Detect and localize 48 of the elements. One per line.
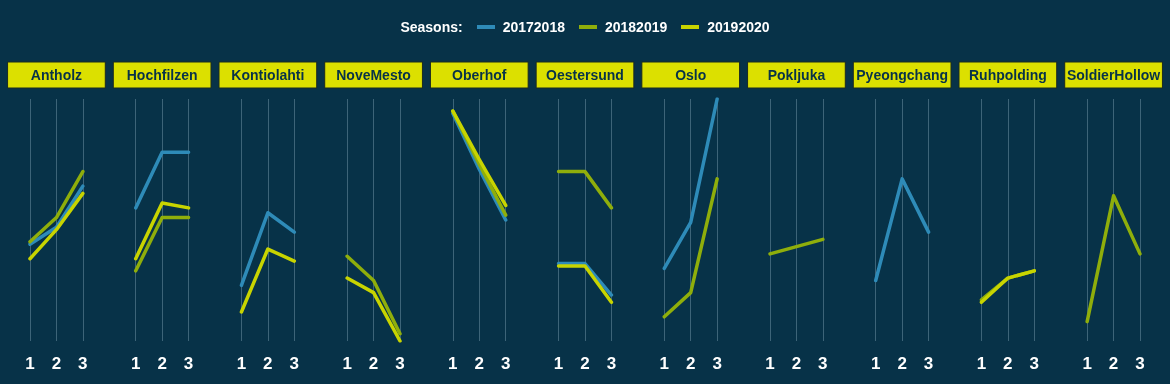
x-tick-label: 1 bbox=[870, 354, 881, 373]
text: Oberhof bbox=[452, 67, 507, 83]
x-tick-label: 1 bbox=[1082, 354, 1092, 373]
x-tick-label: 3 bbox=[1135, 354, 1145, 373]
x-tick-label: 1 bbox=[659, 354, 670, 373]
legend-title: Seasons: bbox=[400, 19, 463, 35]
x-tick-label: 2 bbox=[474, 354, 485, 373]
x-tick-label: 2 bbox=[897, 354, 907, 373]
x-tick-label: 2 bbox=[368, 354, 379, 373]
x-tick-label: 3 bbox=[1029, 354, 1040, 373]
x-tick-label: 3 bbox=[818, 354, 828, 373]
x-tick-label: 3 bbox=[78, 354, 88, 373]
x-tick-label: 2 bbox=[157, 354, 167, 373]
legend-label: 20192020 bbox=[707, 19, 770, 35]
x-tick-label: 1 bbox=[976, 354, 987, 373]
text: Kontiolahti bbox=[231, 67, 305, 83]
x-tick-label: 3 bbox=[606, 354, 617, 373]
legend-label: 20182019 bbox=[604, 19, 668, 35]
x-tick-label: 1 bbox=[553, 354, 564, 373]
text: NoveMesto bbox=[336, 67, 411, 83]
x-tick-label: 2 bbox=[51, 354, 62, 373]
text: Pokljuka bbox=[767, 67, 826, 83]
x-tick-label: 2 bbox=[791, 354, 802, 373]
text: Antholz bbox=[30, 67, 83, 83]
x-tick-label: 3 bbox=[712, 354, 722, 373]
x-tick-label: 1 bbox=[342, 354, 352, 373]
x-tick-label: 1 bbox=[448, 354, 458, 373]
x-tick-label: 1 bbox=[130, 354, 141, 373]
text: Pyeongchang bbox=[856, 67, 949, 83]
x-tick-label: 3 bbox=[500, 354, 511, 373]
x-tick-label: 2 bbox=[580, 354, 590, 373]
text: Ruhpolding bbox=[968, 67, 1047, 83]
x-tick-label: 1 bbox=[236, 354, 247, 373]
x-tick-label: 2 bbox=[685, 354, 696, 373]
x-tick-label: 3 bbox=[289, 354, 300, 373]
x-tick-label: 3 bbox=[923, 354, 934, 373]
text: Hochfilzen bbox=[126, 67, 198, 83]
text: Oslo bbox=[675, 67, 707, 83]
x-tick-label: 1 bbox=[765, 354, 775, 373]
x-tick-label: 2 bbox=[1108, 354, 1119, 373]
x-tick-label: 3 bbox=[395, 354, 405, 373]
x-tick-label: 2 bbox=[1003, 354, 1013, 373]
x-tick-label: 3 bbox=[183, 354, 194, 373]
text: Oestersund bbox=[546, 67, 624, 83]
x-tick-label: 1 bbox=[25, 354, 35, 373]
text: SoldierHollow bbox=[1066, 67, 1161, 83]
legend-label: 20172018 bbox=[502, 19, 565, 35]
x-tick-label: 2 bbox=[263, 354, 273, 373]
